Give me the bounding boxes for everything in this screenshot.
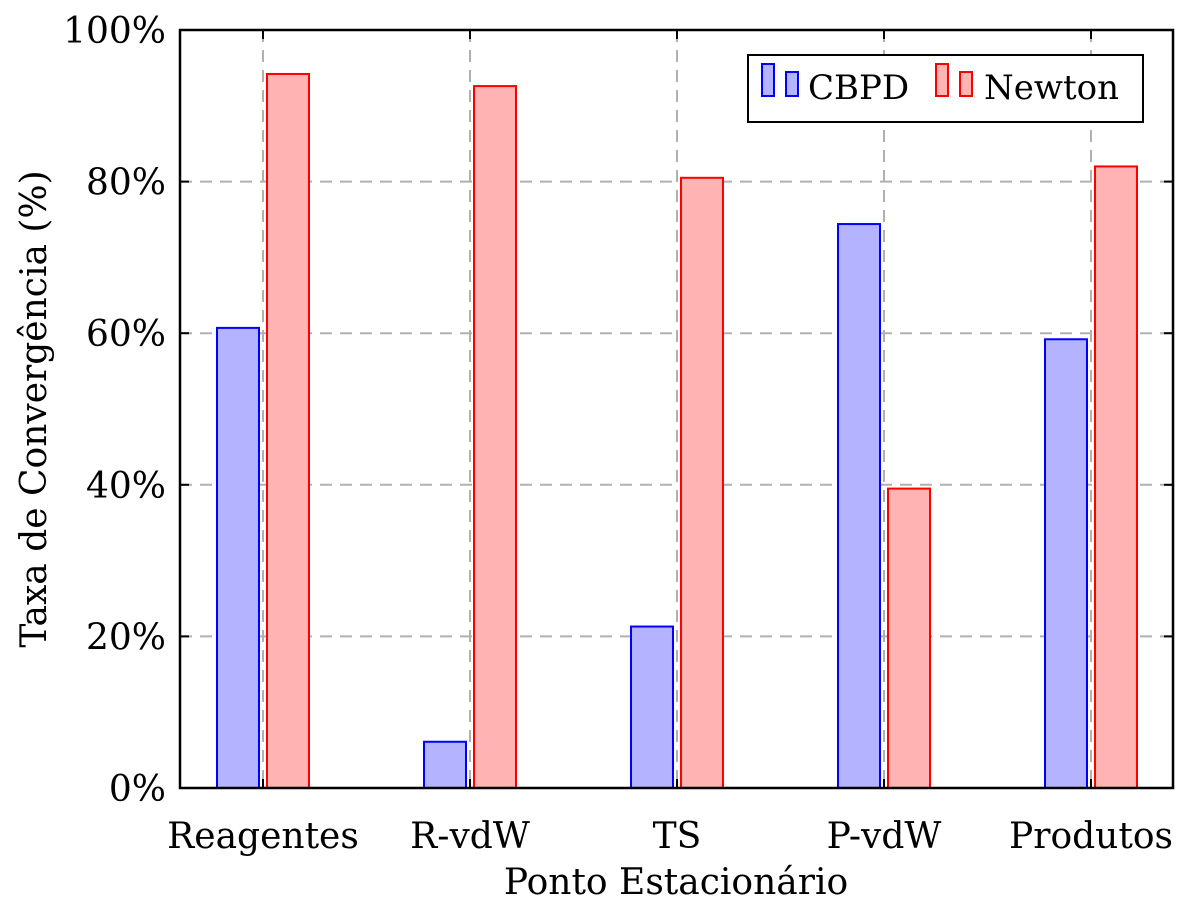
bar-cbpd: [837, 223, 881, 790]
bar-newton: [887, 487, 931, 789]
legend-label-cbpd: CBPD: [808, 68, 909, 108]
y-tick-label: 0%: [109, 769, 166, 810]
labels-layer: 0% 20% 40% 60% 80% 100% Reagentes R-vdW TS P-vdW P…: [63, 11, 1173, 857]
legend-swatch-cbpd-1: [761, 63, 775, 97]
y-tick-label: 40%: [86, 466, 166, 507]
bar-newton: [266, 72, 310, 790]
legend-label-newton: Newton: [984, 68, 1119, 108]
legend: CBPD Newton: [747, 54, 1144, 123]
x-axis-title: Ponto Estacionário: [504, 862, 848, 903]
x-tick-label: Produtos: [1009, 816, 1173, 857]
x-tick-label: TS: [653, 816, 702, 857]
y-axis-title: Taxa de Convergência (%): [14, 170, 55, 647]
grid-layer: [180, 30, 1173, 788]
bar-newton: [680, 176, 724, 789]
bar-newton: [1094, 165, 1138, 789]
bar-cbpd: [423, 740, 467, 790]
bar-cbpd: [630, 625, 674, 790]
y-tick-label: 20%: [86, 617, 166, 658]
legend-swatch-cbpd-2: [785, 71, 799, 97]
x-tick-label: P-vdW: [827, 816, 942, 857]
ticks-layer: [180, 29, 1173, 789]
x-tick-label: Reagentes: [167, 816, 359, 857]
y-tick-label: 80%: [86, 163, 166, 204]
bar-cbpd: [216, 326, 260, 789]
bar-cbpd: [1044, 338, 1088, 789]
y-tick-label: 60%: [86, 314, 166, 355]
y-tick-label: 100%: [63, 11, 166, 52]
legend-swatch-newton-1: [935, 63, 949, 97]
bar-newton: [473, 85, 517, 790]
bars-layer: [216, 72, 1138, 790]
x-tick-label: R-vdW: [410, 816, 530, 857]
legend-swatch-newton-2: [959, 71, 973, 97]
